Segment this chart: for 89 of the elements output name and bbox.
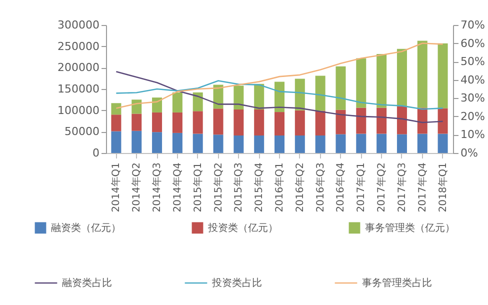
bar — [376, 54, 387, 108]
bar — [152, 132, 162, 153]
bar — [376, 108, 387, 134]
x-tick-label: 2014年Q2 — [130, 162, 143, 212]
bar — [111, 131, 122, 153]
bar — [417, 40, 428, 108]
line-series — [116, 80, 444, 110]
line-series — [116, 42, 444, 109]
bar — [192, 134, 203, 153]
x-tick-label: 2014年Q1 — [110, 162, 122, 212]
x-tick-label: 2017年Q4 — [416, 162, 428, 212]
x-tick-label: 2016年Q4 — [334, 162, 347, 212]
x-tick-label: 2017年Q2 — [376, 162, 388, 212]
x-tick-label: 2017年Q1 — [355, 162, 368, 212]
bar — [213, 134, 224, 153]
bar — [172, 112, 182, 133]
bar — [294, 78, 305, 110]
bar — [132, 114, 142, 131]
bar — [315, 110, 326, 136]
bar — [111, 103, 122, 115]
bar — [396, 106, 407, 134]
bar — [152, 98, 162, 112]
bar — [234, 86, 244, 110]
bar — [396, 48, 407, 106]
bar — [213, 108, 224, 135]
bar — [396, 134, 407, 153]
legend-label: 融资类（亿元） — [51, 222, 121, 234]
bar — [132, 100, 142, 114]
bar — [336, 110, 346, 134]
bar — [356, 108, 366, 134]
bar — [111, 114, 122, 132]
bar — [417, 134, 428, 153]
y-tick-label: 300000 — [58, 18, 100, 32]
bar — [172, 92, 182, 112]
bar — [315, 76, 326, 111]
x-tick-label: 2018年Q1 — [436, 162, 449, 212]
bar — [192, 111, 203, 134]
bar — [315, 136, 326, 153]
bar — [294, 136, 305, 153]
bar — [254, 109, 264, 136]
y-tick-label: 50000 — [64, 125, 100, 138]
legend-label: 事务管理类占比 — [362, 277, 432, 289]
bar — [274, 112, 284, 136]
bar — [152, 112, 162, 132]
y-tick-label: 150000 — [58, 82, 100, 96]
bar — [192, 92, 203, 112]
line-series — [116, 70, 444, 124]
x-tick-label: 2014年Q4 — [171, 162, 184, 212]
y2-tick-label: 0% — [460, 146, 478, 160]
y2-tick-label: 10% — [460, 128, 485, 142]
bar — [172, 132, 182, 153]
bar — [438, 134, 448, 153]
bar — [438, 43, 448, 108]
bar — [336, 134, 346, 153]
bar — [254, 136, 264, 153]
bar — [356, 58, 366, 108]
x-tick-label: 2014年Q3 — [151, 162, 164, 212]
x-tick-label: 2015年Q4 — [253, 162, 266, 212]
x-tick-label: 2016年Q1 — [274, 162, 286, 212]
y-tick-label: 250000 — [58, 40, 100, 53]
bar — [336, 66, 346, 110]
bar — [132, 130, 142, 153]
y2-tick-label: 60% — [460, 36, 485, 50]
y2-tick-label: 50% — [460, 55, 485, 68]
x-tick-label: 2015年Q1 — [192, 162, 204, 212]
legend-label: 融资类占比 — [62, 277, 112, 289]
y-tick-label: 200000 — [58, 61, 100, 74]
y-tick-label: 100000 — [58, 104, 100, 117]
bar — [274, 82, 284, 112]
bar — [234, 136, 244, 153]
bar — [274, 136, 284, 153]
legend-label: 投资类（亿元） — [207, 222, 278, 234]
x-tick-label: 2016年Q2 — [294, 162, 306, 212]
x-tick-label: 2015年Q3 — [232, 162, 245, 212]
bar — [234, 109, 244, 136]
legend-label: 投资类占比 — [211, 277, 262, 289]
x-tick-label: 2016年Q3 — [314, 162, 326, 212]
bar — [376, 134, 387, 153]
y-tick-label: 0 — [92, 146, 100, 160]
bar — [356, 134, 366, 153]
y2-tick-label: 30% — [460, 92, 485, 105]
legend-label: 事务管理类（亿元） — [365, 222, 455, 234]
y2-tick-label: 70% — [460, 18, 485, 32]
y2-tick-label: 40% — [460, 73, 485, 86]
bar — [438, 108, 448, 134]
x-tick-label: 2017年Q3 — [396, 162, 408, 212]
y2-tick-label: 20% — [460, 110, 485, 123]
bar — [294, 110, 305, 136]
x-tick-label: 2015年Q2 — [212, 162, 224, 212]
